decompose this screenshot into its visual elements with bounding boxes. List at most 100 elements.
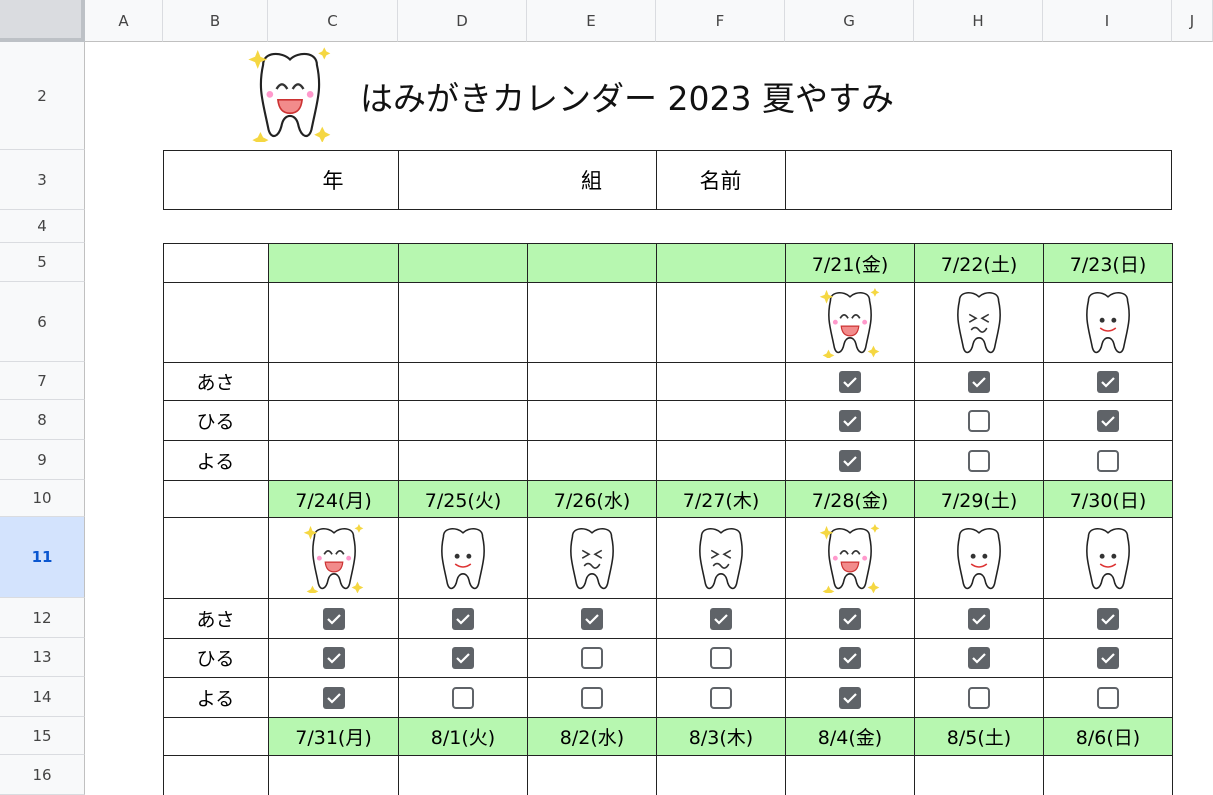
row-header[interactable]: 15 — [0, 717, 85, 755]
cell — [163, 517, 269, 599]
checkbox[interactable] — [967, 409, 991, 433]
checkbox-empty — [968, 449, 990, 472]
column-header[interactable]: C — [268, 0, 398, 42]
check-cell — [527, 598, 657, 639]
check-cell — [398, 598, 528, 639]
date-cell: 7/25(火) — [398, 480, 528, 518]
face-cell — [1043, 282, 1173, 363]
checkbox[interactable] — [838, 646, 862, 670]
tooth-icon — [699, 527, 743, 589]
check-cell — [914, 400, 1044, 441]
column-header[interactable]: B — [163, 0, 268, 42]
row-header[interactable]: 12 — [0, 598, 85, 638]
column-header[interactable]: E — [527, 0, 656, 42]
time-label: あさ — [196, 371, 235, 394]
date-cell — [527, 243, 657, 283]
checkbox[interactable] — [838, 370, 862, 394]
checkbox[interactable] — [1096, 646, 1120, 670]
column-header[interactable]: J — [1172, 0, 1213, 42]
check-cell — [268, 677, 399, 718]
face-cell — [398, 755, 528, 795]
checkbox[interactable] — [322, 646, 346, 670]
checkbox[interactable] — [967, 646, 991, 670]
checkbox[interactable] — [838, 409, 862, 433]
checkbox[interactable] — [580, 607, 604, 631]
row-header[interactable]: 6 — [0, 282, 85, 362]
column-header[interactable]: H — [914, 0, 1043, 42]
cell — [163, 243, 269, 283]
row-header[interactable]: 4 — [0, 210, 85, 243]
check-cell — [398, 362, 528, 401]
checkbox[interactable] — [1096, 370, 1120, 394]
tooth-icon — [1086, 292, 1130, 354]
checkbox[interactable] — [1096, 449, 1120, 473]
checkbox[interactable] — [967, 686, 991, 710]
date-cell: 7/21(金) — [785, 243, 915, 283]
check-cell — [785, 362, 915, 401]
checkbox[interactable] — [580, 646, 604, 670]
checkbox-checked — [452, 607, 474, 630]
face-cell — [656, 282, 786, 363]
time-label: あさ — [196, 608, 235, 631]
checkbox[interactable] — [967, 607, 991, 631]
checkbox[interactable] — [1096, 409, 1120, 433]
row-header[interactable]: 11 — [0, 517, 85, 598]
row-header[interactable]: 13 — [0, 638, 85, 677]
row-header[interactable]: 3 — [0, 150, 85, 210]
column-header[interactable]: A — [85, 0, 163, 42]
checkbox[interactable] — [322, 607, 346, 631]
checkbox-checked — [581, 607, 603, 630]
checkbox-empty — [1097, 686, 1119, 709]
checkbox[interactable] — [451, 607, 475, 631]
checkbox-checked — [1097, 409, 1119, 432]
column-header[interactable]: G — [785, 0, 914, 42]
date-cell: 8/3(木) — [656, 717, 786, 756]
checkbox[interactable] — [838, 686, 862, 710]
label: 名前 — [699, 169, 742, 193]
row-header[interactable]: 7 — [0, 362, 85, 400]
checkbox[interactable] — [1096, 686, 1120, 710]
face-cell — [785, 517, 915, 599]
row-header[interactable]: 16 — [0, 755, 85, 795]
row-header[interactable]: 9 — [0, 440, 85, 480]
row-header[interactable]: 14 — [0, 677, 85, 717]
row-header[interactable]: 5 — [0, 243, 85, 282]
check-cell — [1043, 400, 1173, 441]
check-cell — [1043, 638, 1173, 678]
column-header[interactable]: I — [1043, 0, 1172, 42]
check-cell — [527, 638, 657, 678]
time-label: よる — [196, 687, 235, 710]
checkbox[interactable] — [709, 607, 733, 631]
face-cell — [527, 755, 657, 795]
checkbox-checked — [968, 607, 990, 630]
row-header[interactable]: 10 — [0, 480, 85, 517]
checkbox[interactable] — [1096, 607, 1120, 631]
name-box — [163, 150, 398, 210]
checkbox[interactable] — [967, 370, 991, 394]
checkbox[interactable] — [709, 646, 733, 670]
date-cell — [268, 243, 399, 283]
checkbox[interactable] — [580, 686, 604, 710]
column-header[interactable]: F — [656, 0, 785, 42]
checkbox-checked — [452, 647, 474, 669]
check-cell — [785, 598, 915, 639]
check-cell — [527, 677, 657, 718]
label: 組 — [581, 169, 602, 193]
check-cell — [785, 440, 915, 481]
checkbox[interactable] — [967, 449, 991, 473]
check-cell — [527, 440, 657, 481]
checkbox[interactable] — [709, 686, 733, 710]
checkbox[interactable] — [451, 686, 475, 710]
time-label: ひる — [196, 648, 235, 670]
checkbox[interactable] — [322, 686, 346, 710]
checkbox[interactable] — [838, 607, 862, 631]
face-cell — [1043, 755, 1173, 795]
checkbox[interactable] — [838, 449, 862, 473]
row-header[interactable]: 2 — [0, 42, 85, 150]
checkbox[interactable] — [451, 646, 475, 670]
time-label: ひる — [196, 410, 235, 433]
column-header[interactable]: D — [398, 0, 527, 42]
checkbox-checked — [839, 370, 861, 393]
row-header[interactable]: 8 — [0, 400, 85, 440]
